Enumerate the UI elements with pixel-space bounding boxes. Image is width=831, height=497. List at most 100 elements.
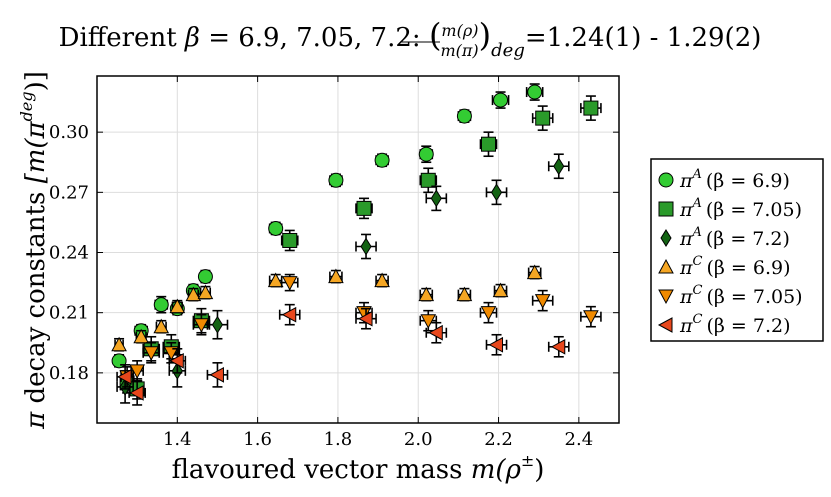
data-point: [488, 336, 504, 353]
data-point: [356, 200, 372, 216]
data-point: [420, 172, 436, 188]
ylabel-sup: deg: [17, 91, 36, 121]
title-paren-open: (: [429, 16, 441, 54]
y-axis-label: π decay constants [m(πdeg)]: [17, 71, 51, 430]
x-axis-label: flavoured vector mass m(ρ±): [172, 451, 545, 485]
x-tick-label: 2.4: [565, 429, 594, 450]
legend-sup: C: [693, 283, 703, 298]
data-point: [428, 324, 443, 341]
legend-marker: [657, 317, 673, 333]
series-square: [119, 95, 602, 400]
data-point: [268, 220, 284, 236]
data-point: [456, 286, 473, 302]
ylabel-pi: π: [21, 411, 51, 430]
data-point: [153, 318, 170, 334]
data-point: [281, 306, 297, 323]
title-ratio-numerator: m(ρ): [441, 21, 478, 40]
data-point: [163, 346, 180, 361]
legend-pi: π: [679, 199, 693, 221]
series-circle: [111, 83, 544, 369]
title-beta: β: [184, 23, 200, 53]
data-point: [527, 84, 543, 100]
y-tick-label: 0.24: [49, 243, 89, 264]
legend-entry: πA (β = 7.05): [679, 196, 802, 221]
data-point: [534, 294, 551, 309]
data-point: [153, 297, 169, 313]
data-point: [143, 346, 160, 361]
legend-sup: A: [692, 196, 702, 211]
data-point: [481, 136, 496, 152]
data-point: [133, 328, 150, 344]
data-point: [374, 272, 390, 288]
chart-title: Different β = 6.9, 7.05, 7.2: (m(ρ) m(π))…: [59, 16, 762, 61]
legend-marker: [658, 289, 674, 305]
data-point: [550, 338, 566, 355]
legend-sup: A: [692, 167, 702, 182]
y-tick-label: 0.30: [49, 122, 89, 143]
data-point: [282, 232, 298, 248]
legend-beta: (β = 7.2): [706, 315, 790, 337]
legend-pi: π: [679, 286, 693, 308]
data-point: [328, 172, 344, 188]
title-beta-values: = 6.9, 7.05, 7.2:: [200, 23, 429, 53]
data-point: [197, 269, 213, 285]
data-point: [480, 306, 497, 321]
title-ratio-subscript: deg: [491, 40, 525, 61]
data-point: [129, 364, 145, 379]
legend-entry: πC (β = 6.9): [679, 254, 790, 279]
legend-beta: (β = 7.05): [706, 199, 802, 221]
legend-pi: π: [679, 257, 693, 279]
data-point: [197, 284, 214, 300]
x-tick-label: 2.0: [404, 429, 433, 450]
legend-beta: (β = 6.9): [706, 170, 790, 192]
data-point: [111, 353, 127, 369]
data-point: [430, 189, 442, 208]
axis-ticks: 1.4 1.6 1.8 2.0 2.2 2.4 0.18 0.21 0.24 0.27 0.30: [49, 76, 619, 450]
data-point: [211, 315, 224, 334]
data-point: [420, 314, 437, 329]
data-point: [357, 310, 373, 327]
x-tick-label: 1.4: [163, 429, 192, 450]
legend-beta: (β = 6.9): [706, 257, 790, 279]
legend-sup: C: [693, 312, 703, 327]
legend-marker: [658, 172, 674, 188]
title-prefix: Different: [59, 23, 185, 53]
data-point: [169, 298, 186, 314]
data-point: [129, 385, 144, 401]
data-point: [583, 310, 599, 325]
legend-entry: πC (β = 7.05): [679, 283, 803, 308]
title-ratio-value: =1.24(1) - 1.29(2): [525, 23, 762, 53]
data-point: [281, 276, 298, 291]
plot-frame: [96, 75, 620, 424]
y-tick-label: 0.18: [49, 363, 89, 384]
x-tick-label: 1.8: [324, 429, 353, 450]
data-point: [209, 367, 224, 383]
data-point: [111, 336, 127, 352]
data-point: [490, 183, 503, 202]
x-tick-label: 2.2: [484, 429, 513, 450]
data-point: [418, 146, 434, 162]
xlabel-text: flavoured vector mass: [172, 455, 471, 485]
xlabel-sup: ±: [521, 451, 534, 470]
data-point: [583, 100, 599, 116]
legend-beta: (β = 7.05): [706, 286, 802, 308]
data-point: [193, 318, 210, 333]
legend: πA (β = 6.9)πA (β = 7.05)πA (β = 7.2)πC (β =…: [650, 158, 824, 342]
ylabel-math: [m(π: [21, 120, 51, 183]
data-point: [418, 286, 435, 302]
data-point: [553, 157, 565, 176]
data-point: [360, 237, 372, 256]
data-point: [185, 286, 202, 302]
legend-sup: A: [692, 225, 702, 240]
title-ratio-denominator: m(π): [440, 41, 478, 60]
data-point: [356, 306, 372, 321]
xlabel-close: ): [534, 455, 544, 485]
data-point: [456, 108, 472, 124]
y-tick-label: 0.21: [49, 303, 89, 324]
data-point: [535, 110, 551, 126]
data-marks: [111, 83, 602, 406]
data-point: [117, 369, 132, 385]
legend-marker: [658, 258, 674, 274]
legend-sup: C: [693, 254, 703, 269]
